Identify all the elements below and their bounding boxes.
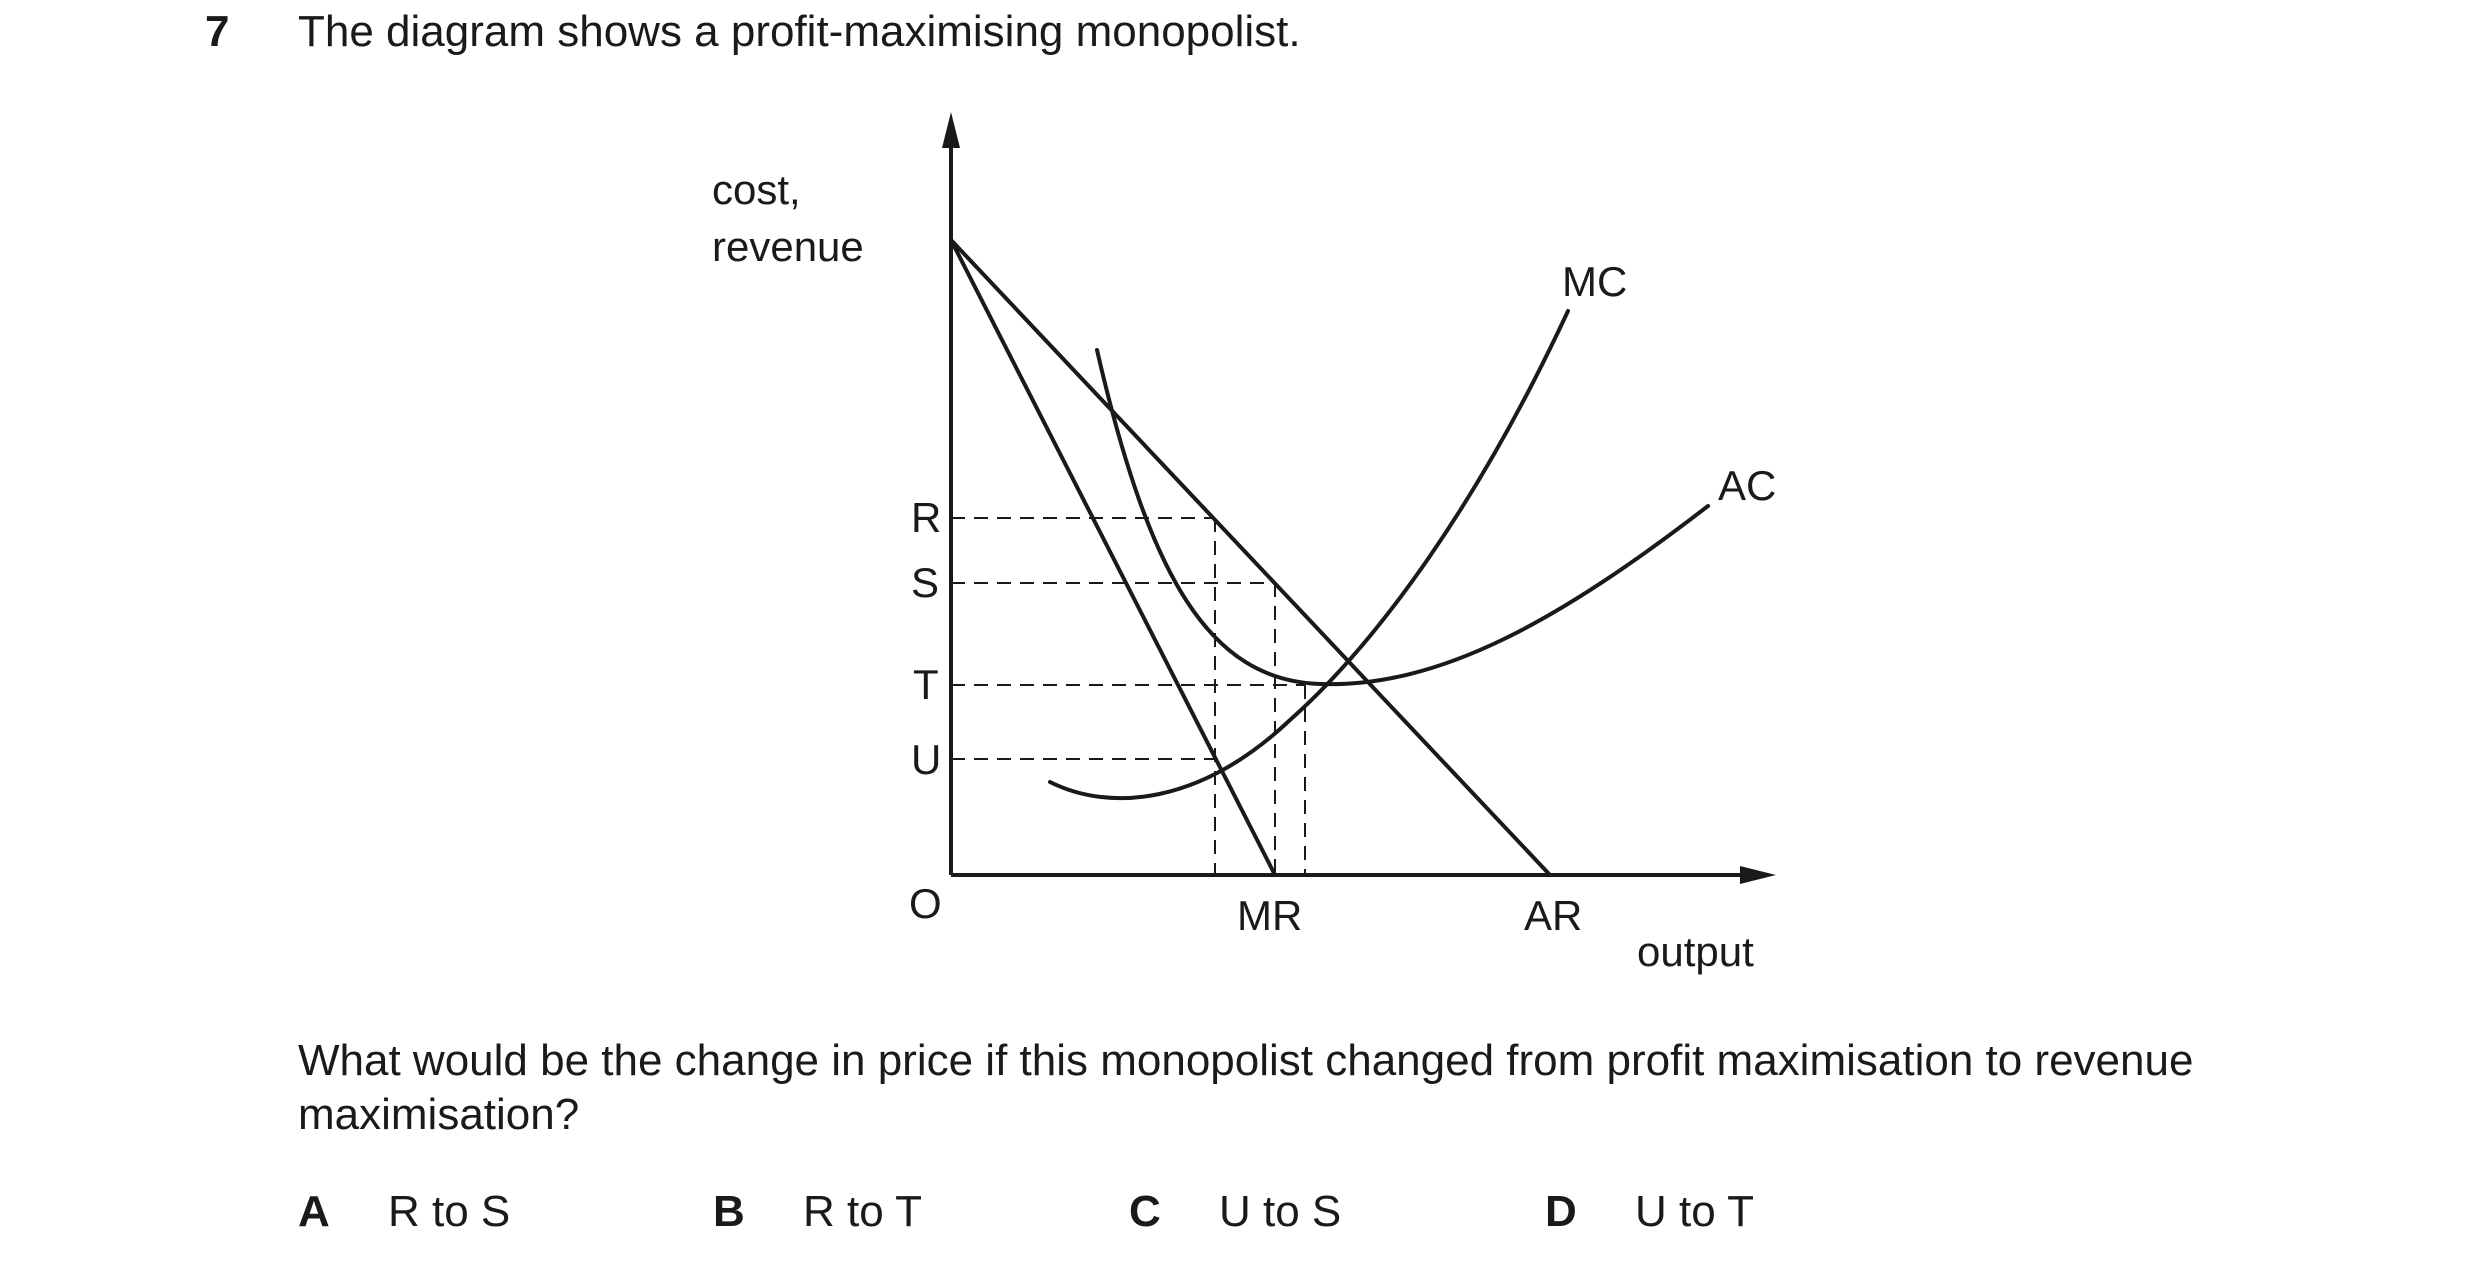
option-b[interactable]: B R to T — [713, 1186, 922, 1238]
mc-label: MC — [1562, 258, 1627, 305]
x-axis-arrowhead — [1740, 866, 1776, 884]
ar-curve — [949, 238, 1552, 877]
origin-label: O — [909, 880, 942, 927]
option-d-text: U to T — [1635, 1187, 1755, 1236]
ar-label: AR — [1524, 892, 1582, 939]
y-axis-label-line2: revenue — [712, 223, 864, 270]
option-a-text: R to S — [388, 1187, 511, 1236]
price-label-s: S — [911, 559, 939, 606]
price-label-t: T — [913, 661, 939, 708]
option-a[interactable]: A R to S — [298, 1186, 510, 1238]
price-label-u: U — [911, 736, 941, 783]
option-c-letter: C — [1129, 1187, 1161, 1236]
option-a-letter: A — [298, 1187, 330, 1236]
option-c-text: U to S — [1219, 1187, 1342, 1236]
option-d[interactable]: D U to T — [1545, 1186, 1754, 1238]
ac-curve — [1095, 348, 1710, 687]
option-d-letter: D — [1545, 1187, 1577, 1236]
x-axis-label: output — [1637, 928, 1754, 975]
mc-curve — [1048, 309, 1570, 801]
option-b-text: R to T — [803, 1187, 923, 1236]
mr-curve — [949, 238, 1277, 877]
question-text: What would be the change in price if thi… — [298, 1036, 2194, 1139]
question-intro: The diagram shows a profit-maximising mo… — [298, 7, 1301, 56]
option-c[interactable]: C U to S — [1129, 1186, 1341, 1238]
question-number: 7 — [205, 7, 230, 56]
y-axis-arrowhead — [942, 112, 960, 148]
ac-label: AC — [1718, 462, 1776, 509]
mr-label: MR — [1237, 892, 1302, 939]
monopolist-diagram: cost, revenue output O R S T U MC AC MR … — [712, 112, 1776, 975]
y-axis-label-line1: cost, — [712, 166, 801, 213]
option-b-letter: B — [713, 1187, 745, 1236]
price-label-r: R — [911, 494, 941, 541]
